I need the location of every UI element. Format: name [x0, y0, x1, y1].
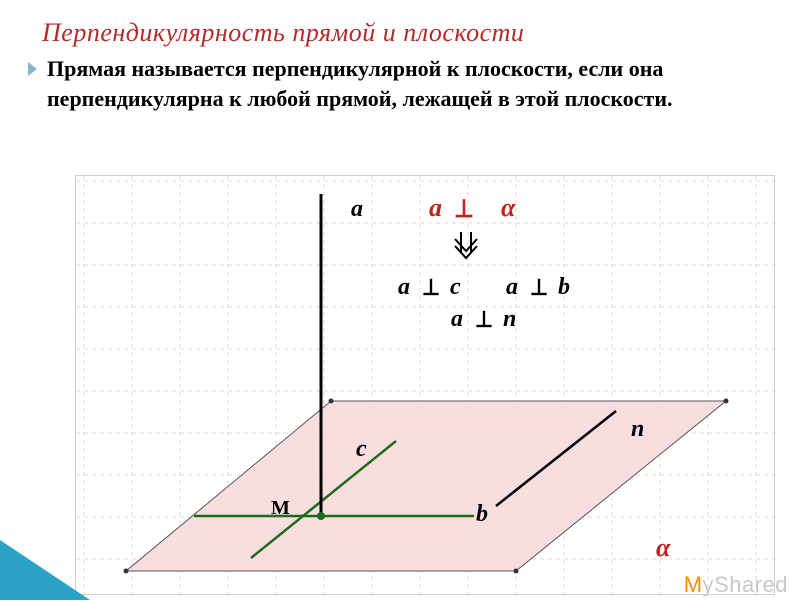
- diagram-container: αМabcnaαacaban: [75, 175, 775, 595]
- svg-text:n: n: [503, 306, 516, 332]
- subtitle-text: Прямая называется перпендикулярной к пло…: [47, 54, 770, 113]
- corner-accent: [0, 540, 90, 600]
- svg-text:c: c: [356, 436, 367, 462]
- watermark: MyShared: [684, 572, 788, 598]
- watermark-rest: yShared: [703, 572, 788, 597]
- svg-text:b: b: [558, 274, 570, 300]
- svg-text:c: c: [450, 274, 461, 300]
- svg-text:n: n: [631, 416, 644, 442]
- svg-text:a: a: [451, 306, 463, 332]
- page-title: Перпендикулярность прямой и плоскости: [0, 0, 800, 54]
- diagram-svg: αМabcnaαacaban: [76, 176, 776, 596]
- svg-text:a: a: [506, 274, 518, 300]
- watermark-accent: M: [684, 572, 703, 597]
- svg-text:a: a: [351, 196, 363, 222]
- svg-text:α: α: [656, 533, 671, 562]
- subtitle-row: Прямая называется перпендикулярной к пло…: [0, 54, 800, 113]
- svg-text:М: М: [271, 497, 290, 519]
- svg-text:α: α: [501, 193, 516, 222]
- svg-text:a: a: [398, 274, 410, 300]
- bullet-icon: [28, 62, 37, 76]
- svg-text:a: a: [429, 193, 442, 222]
- svg-text:b: b: [476, 501, 488, 527]
